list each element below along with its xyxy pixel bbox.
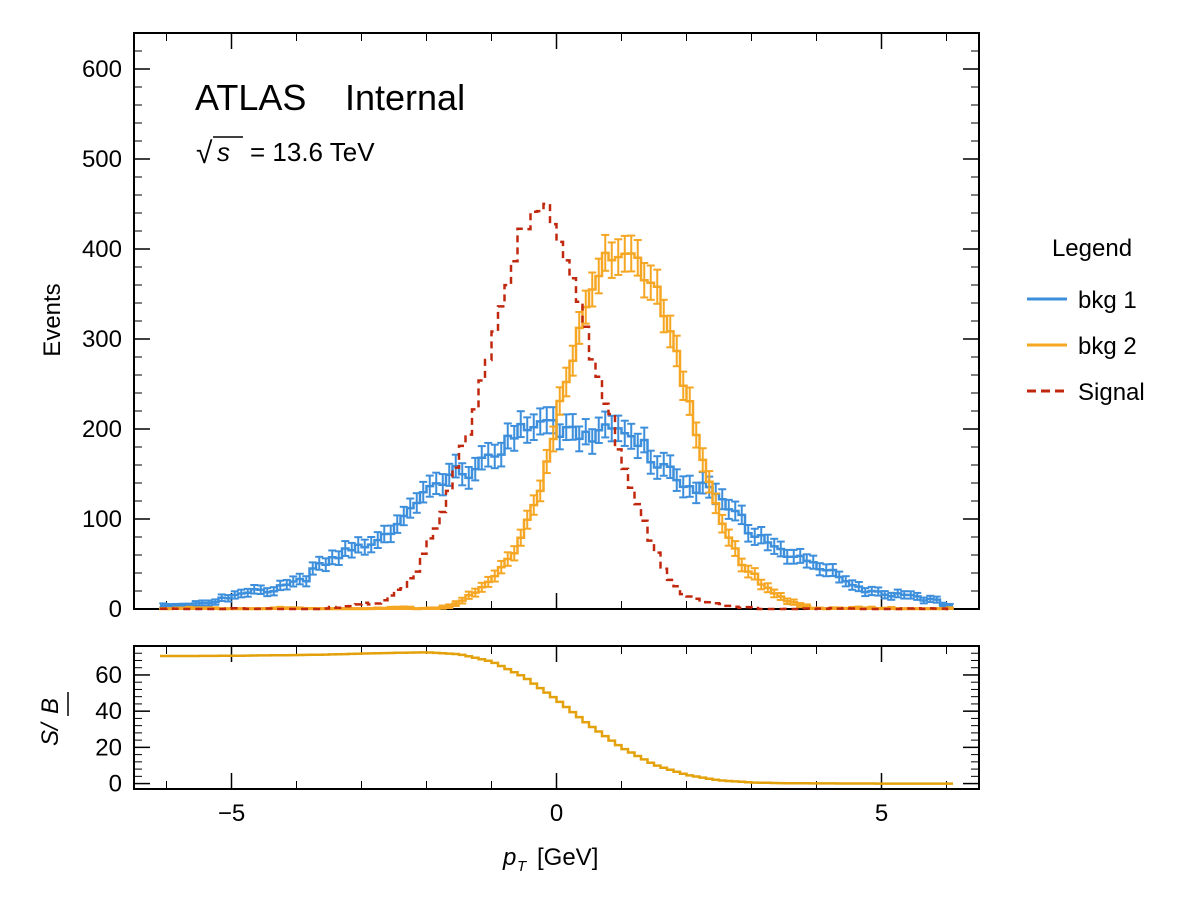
ratio-y-axis-title: S/ B bbox=[37, 692, 69, 746]
x-tick-label: −5 bbox=[218, 800, 245, 827]
energy-label: = 13.6 TeV bbox=[250, 137, 375, 167]
bkg-1-histogram-line bbox=[160, 419, 953, 608]
ratio-y-tick-label: 60 bbox=[95, 662, 122, 689]
main-frame bbox=[133, 32, 980, 610]
y-tick-label: 100 bbox=[82, 506, 122, 533]
legend-title: Legend bbox=[1052, 235, 1132, 262]
y-tick-label: 500 bbox=[82, 146, 122, 173]
legend-label-bkg2: bkg 2 bbox=[1078, 333, 1137, 360]
sqrt-variable: s bbox=[217, 137, 230, 167]
ratio-plot-area: 0 20 40 60 −5 0 5 bbox=[95, 645, 980, 827]
ratio-y-denominator: B bbox=[37, 698, 64, 714]
y-tick-label: 0 bbox=[109, 596, 122, 623]
legend-label-bkg1: bkg 1 bbox=[1078, 287, 1137, 314]
experiment-label: ATLAS bbox=[195, 77, 306, 118]
status-label: Internal bbox=[345, 77, 465, 118]
ratio-step-line bbox=[160, 651, 953, 785]
y-tick-label: 300 bbox=[82, 326, 122, 353]
y-tick-label: 200 bbox=[82, 416, 122, 443]
ratio-y-tick-label: 20 bbox=[95, 734, 122, 761]
y-axis-title: Events bbox=[39, 283, 66, 356]
x-axis-title: p T [GeV] bbox=[502, 844, 598, 875]
ratio-y-tick-label: 40 bbox=[95, 698, 122, 725]
x-tick-label: 0 bbox=[550, 800, 563, 827]
sqrt-symbol: √ bbox=[196, 137, 213, 170]
legend: Legend bkg 1 bkg 2 Signal bbox=[1027, 235, 1145, 406]
x-axis-subscript: T bbox=[517, 858, 528, 875]
x-axis-unit: [GeV] bbox=[537, 844, 598, 871]
ratio-y-numerator: S/ bbox=[37, 721, 64, 746]
x-tick-label: 5 bbox=[875, 800, 888, 827]
y-tick-label: 600 bbox=[82, 56, 122, 83]
signal-histogram-line bbox=[160, 202, 953, 611]
y-tick-label: 400 bbox=[82, 236, 122, 263]
bkg-2-histogram-line bbox=[160, 251, 953, 611]
x-axis-var: p bbox=[502, 844, 516, 871]
ratio-y-tick-label: 0 bbox=[109, 771, 122, 798]
legend-label-signal: Signal bbox=[1078, 379, 1145, 406]
ratio-frame bbox=[133, 645, 980, 790]
main-plot-area: 0 100 200 300 400 500 600 bbox=[82, 32, 980, 623]
